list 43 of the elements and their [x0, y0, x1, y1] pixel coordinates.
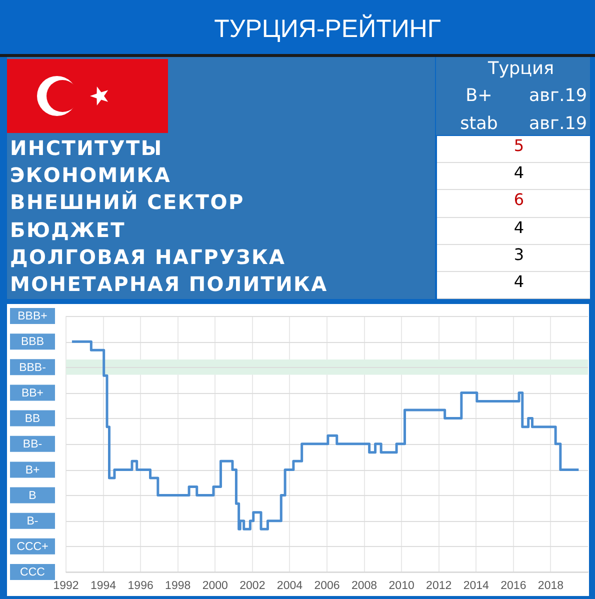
category-label: ЭКОНОМИКА [10, 163, 172, 190]
data-label: 3 [512, 244, 526, 266]
category-label: БЮДЖЕТ [10, 218, 126, 244]
ref-line-label: BB [24, 412, 40, 425]
category-label: МОНЕТАРНАЯ ПОЛИТИКА [10, 272, 328, 298]
x-tick-label: 2018 [538, 580, 564, 592]
x-tick-label: 2016 [500, 580, 526, 592]
text: авг.19 [528, 86, 588, 106]
text: Турция [487, 59, 555, 79]
data-label: 4 [512, 163, 526, 184]
data-label: 4 [512, 272, 526, 293]
ref-line-label: BBB- [19, 362, 46, 374]
ref-line-label: BB+ [21, 387, 44, 400]
x-tick-label: 2000 [202, 580, 228, 592]
x-tick-label: 1998 [165, 580, 191, 592]
ref-line-label: B- [26, 516, 38, 528]
x-tick-label: 2012 [426, 580, 452, 592]
text: авг.19 [528, 114, 588, 134]
data-label: 6 [512, 190, 526, 212]
category-label: ДОЛГОВАЯ НАГРУЗКА [10, 244, 286, 271]
category-label: ВНЕШНИЙ СЕКТОР [10, 190, 244, 216]
ref-line-label: B+ [25, 464, 40, 476]
category-label: ИНСТИТУТЫ [10, 136, 163, 162]
x-tick-label: 2010 [388, 580, 414, 592]
ref-line-label: CCC+ [16, 541, 49, 554]
x-tick-label: 1996 [128, 580, 154, 592]
ref-line-label: CCC [20, 566, 45, 579]
ref-line-label: B [28, 490, 37, 502]
x-tick-label: 2014 [463, 580, 490, 592]
ref-line-label: BBB [20, 336, 44, 348]
x-tick-label: 2004 [276, 580, 304, 592]
x-tick-label: 1994 [90, 580, 117, 592]
x-tick-label: 2008 [351, 580, 378, 592]
x-tick-label: 2002 [240, 580, 266, 592]
x-tick-label: 1992 [53, 580, 79, 592]
data-label: 4 [512, 218, 526, 239]
ref-line-label: BBB+ [18, 310, 48, 323]
data-label: 5 [512, 136, 526, 157]
x-tick-label: 2006 [314, 580, 340, 592]
text: B+ [464, 86, 494, 106]
text: ТУРЦИЯ-РЕЙТИНГ [213, 14, 442, 44]
ref-line-label: BB- [22, 438, 42, 451]
text: stab [459, 114, 499, 134]
